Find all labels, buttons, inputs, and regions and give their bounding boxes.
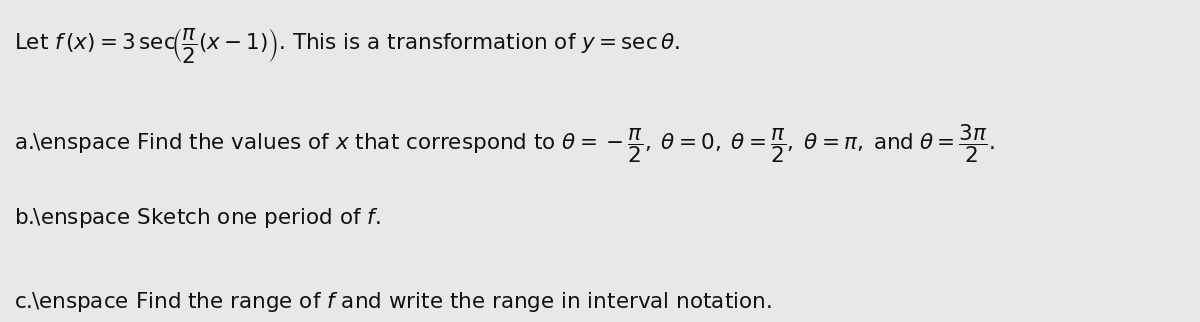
Text: b.\enspace Sketch one period of $f$.: b.\enspace Sketch one period of $f$. <box>14 206 382 230</box>
Text: Let $f\,(x) = 3\,\mathrm{sec}\!\left(\dfrac{\pi}{2}(x-1)\right)$. This is a tran: Let $f\,(x) = 3\,\mathrm{sec}\!\left(\df… <box>14 26 680 65</box>
Text: a.\enspace Find the values of $x$ that correspond to $\theta = -\dfrac{\pi}{2},\: a.\enspace Find the values of $x$ that c… <box>14 122 995 165</box>
Text: c.\enspace Find the range of $f$ and write the range in interval notation.: c.\enspace Find the range of $f$ and wri… <box>14 290 773 314</box>
